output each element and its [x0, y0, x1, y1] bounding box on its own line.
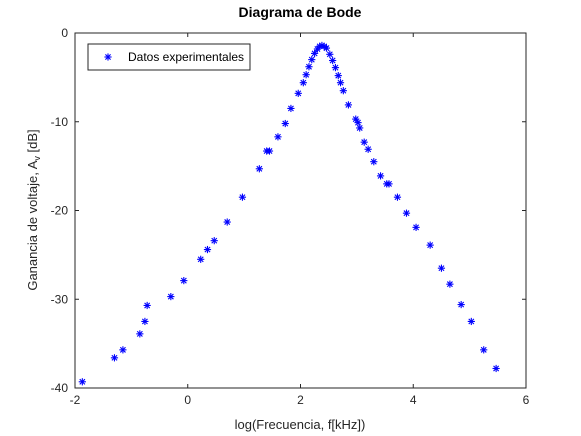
data-point — [393, 193, 402, 201]
data-point — [143, 301, 151, 310]
data-point — [339, 87, 347, 95]
y-axis-label-main: Ganancia de voltaje, A — [25, 160, 40, 290]
data-point — [402, 209, 411, 217]
y-tick-label: 0 — [61, 26, 68, 40]
data-point — [426, 241, 434, 249]
data-point — [78, 378, 86, 386]
x-tick-label: 0 — [184, 393, 191, 407]
data-point — [385, 180, 393, 188]
chart-title: Diagrama de Bode — [239, 4, 362, 20]
data-point — [287, 104, 295, 113]
data-point — [294, 89, 302, 97]
data-point — [480, 346, 488, 354]
data-point — [203, 245, 212, 254]
data-point — [265, 147, 274, 155]
data-point — [329, 56, 337, 65]
y-axis-label: Ganancia de voltaje, Av [dB] — [25, 129, 42, 290]
data-point — [322, 44, 331, 52]
data-point — [299, 79, 307, 87]
legend-marker — [104, 53, 112, 61]
data-point — [360, 138, 368, 146]
legend-marker-asterisk — [104, 53, 112, 61]
data-point — [167, 292, 175, 301]
data-point — [437, 264, 446, 272]
x-axis-label: log(Frecuencia, f[kHz]) — [235, 417, 366, 432]
data-point — [238, 193, 247, 201]
plot-background — [75, 33, 526, 388]
x-tick-label: -2 — [70, 393, 81, 407]
data-point — [274, 133, 282, 141]
data-point — [336, 79, 345, 87]
y-axis-label-unit: [dB] — [25, 129, 40, 156]
data-point — [467, 317, 475, 326]
y-tick-label: -40 — [51, 381, 69, 395]
x-tick-label: 4 — [410, 393, 417, 407]
y-tick-label: -10 — [51, 115, 69, 129]
data-point — [334, 72, 342, 80]
y-axis-label-subscript: v — [32, 156, 42, 161]
data-point — [364, 145, 372, 153]
data-point — [370, 158, 378, 166]
data-points — [78, 41, 500, 386]
legend-box — [87, 43, 251, 71]
data-point — [446, 280, 454, 288]
data-point — [141, 317, 149, 326]
data-point — [354, 119, 362, 127]
data-point — [281, 119, 289, 128]
data-point — [180, 277, 188, 285]
x-tick-label: 2 — [297, 393, 304, 407]
data-point — [457, 300, 465, 309]
data-point — [255, 165, 263, 173]
data-point — [110, 354, 119, 362]
legend-label: Datos experimentales — [128, 50, 244, 64]
data-point — [302, 71, 310, 79]
data-point — [308, 56, 316, 64]
plot-frame — [74, 32, 527, 389]
data-point — [305, 63, 313, 71]
data-point — [223, 218, 231, 226]
data-point — [492, 364, 500, 373]
data-point — [326, 50, 334, 58]
x-tick-label: 6 — [523, 393, 530, 407]
data-point — [412, 223, 420, 231]
y-tick-label: -20 — [51, 204, 69, 218]
data-point — [197, 255, 205, 263]
data-point — [119, 346, 127, 354]
data-point — [376, 172, 385, 180]
data-point — [331, 64, 340, 72]
data-point — [344, 101, 353, 109]
data-point — [310, 49, 319, 58]
data-point — [356, 124, 364, 132]
legend: Datos experimentales — [87, 43, 251, 71]
data-point — [136, 330, 144, 338]
y-tick-label: -30 — [51, 292, 69, 306]
data-point — [210, 237, 218, 245]
